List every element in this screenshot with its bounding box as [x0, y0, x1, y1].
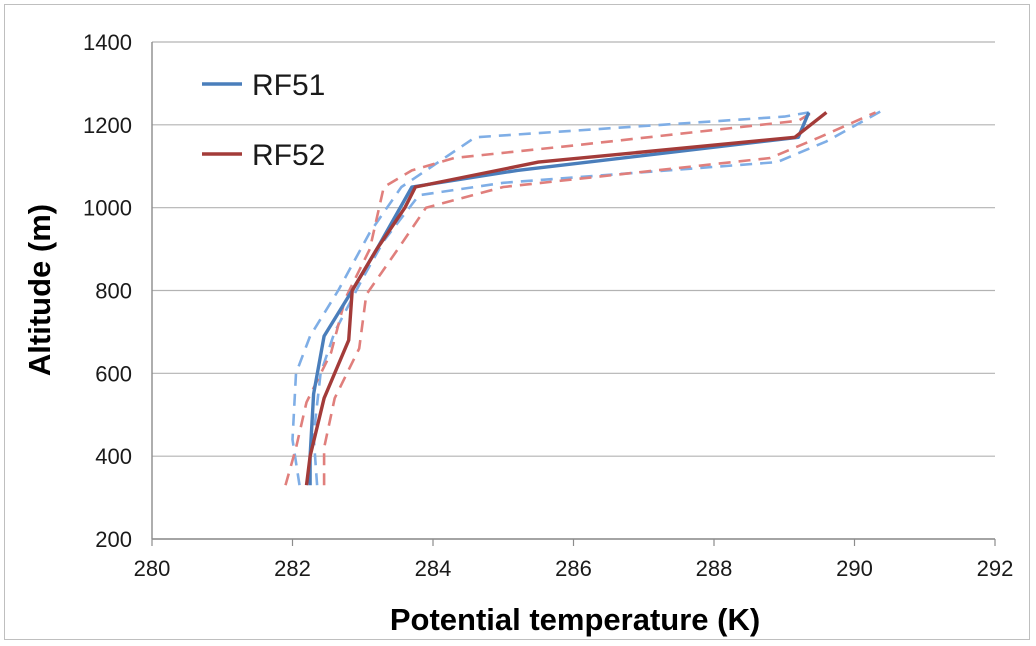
series-line-dashed: [312, 109, 884, 486]
tick-labels: 200 400 600 800 1000 1200 1400 280 282 284 286 288 2…: [83, 30, 1013, 581]
x-tick-label: 288: [696, 556, 733, 581]
chart-frame: [4, 4, 1030, 640]
series-line-dashed: [291, 111, 810, 486]
y-tick-label: 1400: [83, 30, 132, 55]
y-tick-label: 600: [95, 361, 132, 386]
legend-label-rf51: RF51: [252, 69, 325, 102]
series-line-rf52: [304, 111, 828, 486]
gridlines: [151, 41, 996, 546]
legend-label-rf52: RF52: [252, 139, 325, 172]
y-tick-label: 200: [95, 527, 132, 552]
x-tick-label: 286: [555, 556, 592, 581]
legend: RF51 RF52: [202, 69, 325, 172]
y-tick-label: 1200: [83, 113, 132, 138]
y-tick-label: 1000: [83, 196, 132, 221]
x-tick-label: 292: [977, 556, 1014, 581]
y-tick-label: 800: [95, 279, 132, 304]
y-tick-label: 400: [95, 444, 132, 469]
x-tick-label: 282: [274, 556, 311, 581]
x-tick-label: 290: [836, 556, 873, 581]
x-tick-label: 284: [415, 556, 452, 581]
series-line-dashed: [322, 111, 877, 486]
y-axis-label: Altitude (m): [22, 204, 57, 376]
x-tick-label: 280: [134, 556, 171, 581]
series-line-dashed: [284, 109, 817, 486]
series-lines: [284, 109, 884, 486]
x-axis-label: Potential temperature (K): [390, 602, 760, 637]
series-line-rf51: [308, 111, 811, 486]
